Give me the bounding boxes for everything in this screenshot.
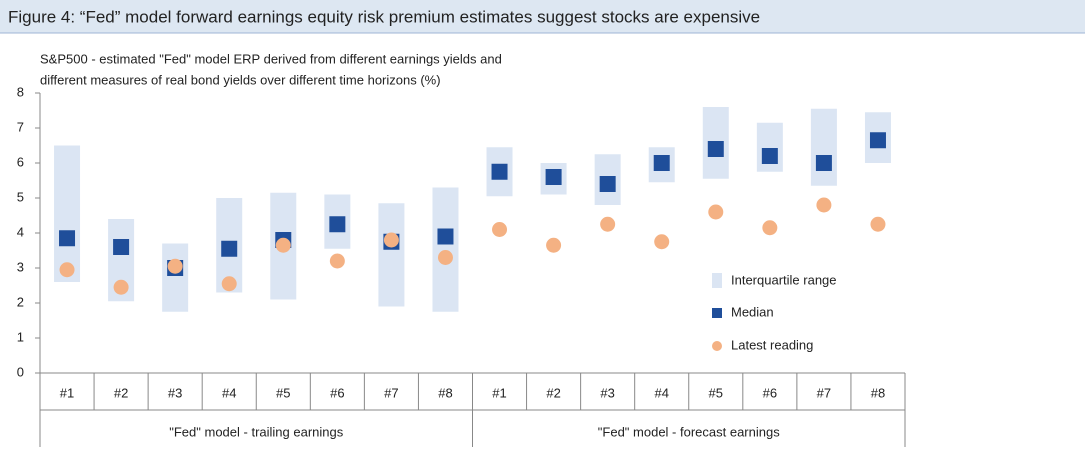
legend-label: Interquartile range (731, 272, 837, 287)
x-tick-label: #3 (168, 385, 182, 400)
latest-marker (383, 232, 399, 248)
x-tick-label: #8 (871, 385, 885, 400)
median-marker (815, 155, 832, 171)
y-tick-label: 1 (17, 329, 24, 344)
legend-label: Latest reading (731, 337, 813, 352)
median-marker (113, 239, 130, 255)
x-tick-label: #7 (384, 385, 398, 400)
median-marker (869, 132, 886, 149)
y-tick-label: 5 (17, 189, 24, 204)
x-tick-label: #6 (763, 385, 777, 400)
iqr-bar (162, 243, 189, 312)
y-tick-label: 8 (17, 84, 24, 99)
iqr-bar (810, 108, 837, 186)
x-tick-label: #2 (546, 385, 560, 400)
group-label: "Fed" model - forecast earnings (598, 424, 780, 439)
chart-title: Figure 4: “Fed” model forward earnings e… (8, 7, 760, 26)
x-tick-label: #7 (817, 385, 831, 400)
y-tick-label: 2 (17, 294, 24, 309)
y-tick-label: 7 (17, 119, 24, 134)
latest-marker (329, 253, 345, 269)
median-marker (707, 141, 724, 157)
x-tick-label: #1 (492, 385, 506, 400)
group-label: "Fed" model - trailing earnings (169, 424, 343, 439)
x-tick-label: #4 (654, 385, 668, 400)
legend-label: Median (731, 304, 774, 319)
latest-marker (816, 197, 832, 213)
latest-marker (546, 237, 562, 253)
median-marker (59, 230, 76, 247)
iqr-bar (54, 145, 81, 282)
latest-marker (600, 216, 616, 232)
legend-swatch (712, 308, 722, 318)
y-tick-label: 4 (17, 224, 24, 239)
latest-marker (870, 216, 886, 232)
median-marker (221, 240, 238, 257)
x-tick-label: #5 (709, 385, 723, 400)
latest-marker (221, 276, 237, 292)
y-tick-label: 3 (17, 259, 24, 274)
latest-marker (654, 234, 670, 250)
latest-marker (113, 279, 129, 295)
iqr-bar (432, 187, 459, 312)
latest-marker (708, 204, 724, 220)
latest-marker (59, 262, 75, 278)
legend-swatch (712, 341, 722, 351)
median-marker (329, 216, 346, 233)
x-tick-label: #8 (438, 385, 452, 400)
legend-swatch (712, 273, 722, 288)
latest-marker (492, 222, 508, 237)
latest-marker (275, 237, 291, 253)
title-bar (0, 0, 1085, 33)
x-tick-label: #5 (276, 385, 290, 400)
x-tick-label: #3 (600, 385, 614, 400)
subtitle: different measures of real bond yields o… (40, 72, 441, 87)
latest-marker (762, 220, 778, 236)
median-marker (491, 163, 508, 180)
x-tick-label: #1 (60, 385, 74, 400)
iqr-bar (756, 122, 783, 172)
median-marker (653, 155, 670, 171)
median-marker (437, 228, 454, 245)
median-marker (599, 176, 616, 192)
y-tick-label: 6 (17, 154, 24, 169)
subtitle: S&P500 - estimated "Fed" model ERP deriv… (40, 51, 502, 66)
latest-marker (167, 258, 183, 274)
y-tick-label: 0 (17, 364, 24, 379)
latest-marker (437, 250, 453, 265)
median-marker (545, 169, 562, 185)
x-tick-label: #4 (222, 385, 236, 400)
iqr-bar (378, 203, 405, 307)
median-marker (761, 148, 778, 164)
x-tick-label: #2 (114, 385, 128, 400)
x-tick-label: #6 (330, 385, 344, 400)
